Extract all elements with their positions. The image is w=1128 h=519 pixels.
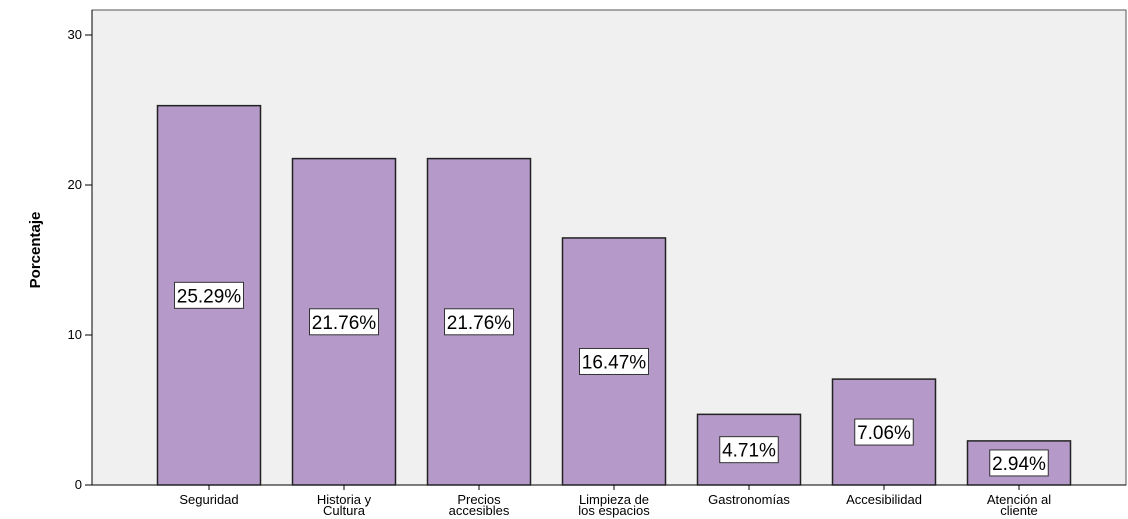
data-label-1: 25.29% xyxy=(174,281,244,309)
data-label-7: 2.94% xyxy=(989,449,1049,477)
x-tick-label-4: Limpieza de los espacios xyxy=(578,492,650,518)
data-label-text-3: 21.76% xyxy=(447,313,512,334)
x-tick-label-2: Historia y Cultura xyxy=(317,492,372,518)
x-tick-label-7: Atención al cliente xyxy=(987,492,1051,518)
data-label-5: 4.71% xyxy=(719,436,779,464)
data-label-box-6 xyxy=(854,418,914,446)
data-labels-group: 25.29% 21.76% 21.76% 16.47% 4.71% 7.06% 2.94% xyxy=(174,281,1049,477)
data-label-box-3 xyxy=(444,308,514,336)
data-label-text-6: 7.06% xyxy=(857,423,911,444)
y-tick-label-30: 30 xyxy=(68,27,82,42)
x-axis-labels: Seguridad Historia y Cultura Precios accesib… xyxy=(179,485,1051,518)
x-tick-label-6: Accesibilidad xyxy=(846,492,922,507)
data-label-box-7 xyxy=(989,449,1049,477)
data-label-box-5 xyxy=(719,436,779,464)
data-label-box-2 xyxy=(309,308,379,336)
data-label-2: 21.76% xyxy=(309,308,379,336)
x-tick-label-5: Gastronomías xyxy=(708,492,790,507)
data-label-3: 21.76% xyxy=(444,308,514,336)
data-label-box-1 xyxy=(174,281,244,309)
y-tick-label-20: 20 xyxy=(68,177,82,192)
y-axis-label: Porcentaje xyxy=(27,212,44,289)
data-label-text-2: 21.76% xyxy=(312,313,377,334)
data-label-text-1: 25.29% xyxy=(177,286,242,307)
x-tick-label-3: Precios accesibles xyxy=(449,492,510,518)
y-tick-label-10: 10 xyxy=(68,327,82,342)
data-label-text-4: 16.47% xyxy=(582,352,647,373)
data-label-box-4 xyxy=(579,347,649,375)
data-label-text-5: 4.71% xyxy=(722,441,776,462)
data-label-text-7: 2.94% xyxy=(992,454,1046,475)
data-label-4: 16.47% xyxy=(579,347,649,375)
x-tick-label-1: Seguridad xyxy=(179,492,238,507)
data-label-6: 7.06% xyxy=(854,418,914,446)
y-tick-label-0: 0 xyxy=(75,477,82,492)
